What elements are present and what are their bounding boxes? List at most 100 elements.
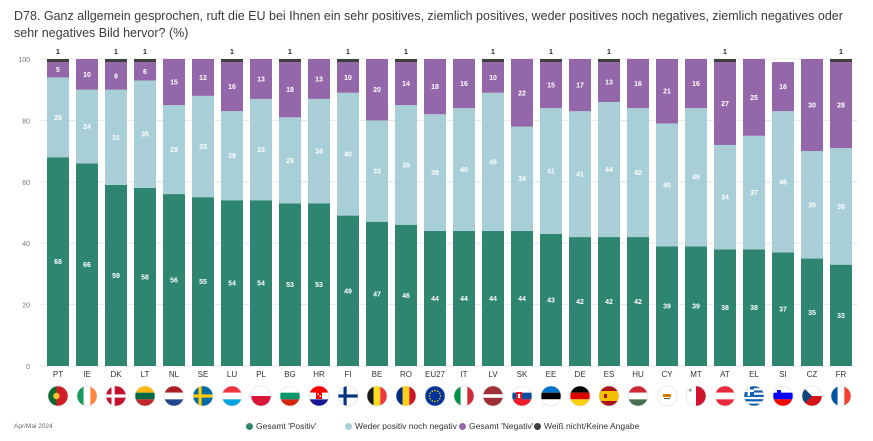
data-label: 42: [634, 299, 642, 306]
data-label: 38: [721, 305, 729, 312]
bar-segment-hr-2: [308, 59, 330, 99]
data-label: 47: [373, 291, 381, 298]
bar-segment-si-0: [772, 252, 794, 366]
y-tick-label: 100: [18, 57, 30, 64]
france-flag-icon: [830, 385, 852, 407]
latvia-flag-icon: [482, 385, 504, 407]
bar-segment-el-2: [743, 59, 765, 136]
bar-segment-cz-2: [801, 59, 823, 152]
bar-segment-ro-2: [395, 62, 417, 106]
bar-segment-es-1: [598, 101, 620, 238]
sweden-flag-icon: [192, 385, 214, 407]
source-note: Apr/Mai 2024: [14, 423, 53, 430]
data-label: 44: [605, 167, 613, 174]
bar-segment-si-1: [772, 111, 794, 253]
data-label: 38: [837, 204, 845, 211]
hungary-flag-icon: [627, 385, 649, 407]
stacked-bar-chart: 0 20 40 60 80 100 68 26 5 1 PT 66 24 10 IE 59 31 9 1 DK 58 35…: [18, 49, 858, 407]
bar-segment-ie-0: [76, 163, 98, 366]
data-label: 46: [779, 179, 787, 186]
bar-segment-dk-1: [105, 89, 127, 185]
ireland-flag-icon: [76, 385, 98, 407]
data-label: 41: [547, 169, 555, 176]
data-label: 16: [692, 81, 700, 88]
bar-segment-nl-1: [163, 105, 185, 195]
bar-segment-es-2: [598, 62, 620, 102]
bar-segment-fi-3: [337, 59, 359, 63]
x-tick-label: SK: [517, 370, 528, 379]
bar-segment-nl-2: [163, 59, 185, 106]
bar-segment-dk-3: [105, 59, 127, 63]
data-label: 16: [779, 84, 787, 91]
x-tick-label: LT: [141, 370, 150, 379]
data-label: 16: [228, 84, 236, 91]
data-label: 43: [547, 297, 555, 304]
data-label-dontknow: 1: [607, 49, 611, 56]
bar-segment-pl-1: [250, 98, 272, 201]
denmark-flag-icon: [105, 385, 127, 407]
bar-segment-de-1: [569, 111, 591, 238]
bar-segment-it-2: [453, 59, 475, 109]
data-label: 35: [808, 202, 816, 209]
legend-label: Gesamt 'Positiv': [256, 421, 317, 431]
data-label: 35: [808, 310, 816, 317]
bar-segment-lv-0: [482, 230, 504, 366]
bar-segment-sk-1: [511, 126, 533, 231]
data-label: 27: [721, 101, 729, 108]
legend-swatch-icon: [459, 422, 466, 430]
bar-segment-ee-3: [540, 59, 562, 63]
bar-segment-lu-2: [221, 62, 243, 112]
data-label: 68: [54, 259, 62, 266]
bar-segment-hr-1: [308, 98, 330, 204]
bar-segment-be-0: [366, 221, 388, 366]
bar-segment-lu-1: [221, 111, 243, 201]
bar-segment-lu-3: [221, 59, 243, 63]
bar-segment-fi-1: [337, 92, 359, 216]
x-tick-label: SE: [198, 370, 209, 379]
y-tick-label: 80: [22, 118, 30, 125]
data-label-dontknow: 1: [491, 49, 495, 56]
x-tick-label: PL: [256, 370, 266, 379]
data-label: 13: [257, 76, 265, 83]
bar-segment-de-2: [569, 59, 591, 112]
data-label: 10: [83, 72, 91, 79]
data-label: 37: [750, 190, 758, 197]
data-label-dontknow: 1: [114, 49, 118, 56]
bar-segment-el-0: [743, 249, 765, 366]
data-label-dontknow: 1: [143, 49, 147, 56]
bar-segment-de-0: [569, 237, 591, 366]
legend-swatch-icon: [345, 422, 352, 430]
bar-segment-cz-0: [801, 258, 823, 366]
bar-segment-hu-0: [627, 237, 649, 366]
bar-segment-bg-2: [279, 62, 301, 118]
bar-segment-at-2: [714, 62, 736, 145]
data-label-dontknow: 1: [288, 49, 292, 56]
cyprus-flag-icon: [656, 385, 678, 407]
germany-flag-icon: [569, 385, 591, 407]
data-label-dontknow: 1: [839, 49, 843, 56]
data-label: 17: [576, 83, 584, 90]
data-label: 39: [663, 304, 671, 311]
bar-segment-ro-3: [395, 59, 417, 63]
slovakia-flag-icon: [511, 385, 533, 407]
data-label: 25: [750, 95, 758, 102]
data-label: 45: [692, 175, 700, 182]
italy-flag-icon: [453, 385, 475, 407]
bar-segment-bg-1: [279, 117, 301, 204]
data-label: 15: [547, 83, 555, 90]
bar-segment-fr-1: [830, 148, 852, 265]
bar-segment-cy-2: [656, 59, 678, 124]
x-tick-label: SI: [779, 370, 787, 379]
data-label: 42: [634, 170, 642, 177]
data-label: 10: [489, 75, 497, 82]
bar-segment-it-0: [453, 230, 475, 366]
poland-flag-icon: [250, 385, 272, 407]
bar-segment-it-1: [453, 108, 475, 231]
luxembourg-flag-icon: [221, 385, 243, 407]
bar-segment-eu27-1: [424, 114, 446, 231]
data-label: 31: [112, 135, 120, 142]
x-tick-label: DK: [110, 370, 122, 379]
x-tick-label: ES: [604, 370, 615, 379]
x-tick-label: LU: [227, 370, 237, 379]
bar-segment-at-0: [714, 249, 736, 366]
